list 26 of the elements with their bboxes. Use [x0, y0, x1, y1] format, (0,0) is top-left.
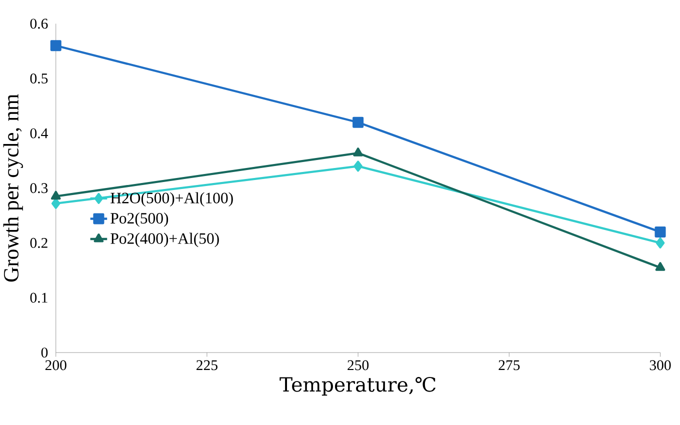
y-tick-label: 0.6	[30, 18, 48, 29]
point	[50, 40, 62, 52]
y-tick-label: 0.1	[30, 292, 48, 303]
point	[655, 262, 666, 272]
point	[352, 117, 364, 128]
point	[50, 191, 61, 200]
y-tick-label: 0	[41, 348, 48, 358]
x-tick-label: 200	[45, 360, 66, 370]
legend-label: H2O(500)+Al(100)	[110, 192, 233, 207]
point	[354, 160, 362, 172]
x-tick-label: 225	[196, 360, 218, 370]
y-tick-label: 0.5	[30, 74, 48, 84]
point	[353, 148, 363, 157]
point	[51, 198, 60, 210]
legend-label: Po2(400)+Al(50)	[110, 232, 219, 248]
x-tick-label: 250	[348, 360, 369, 370]
point	[656, 238, 665, 249]
y-tick-label: 0.3	[30, 183, 48, 194]
x-tick-label: 275	[498, 360, 520, 370]
y-axis-title: Growth per cycle, nm	[3, 94, 23, 282]
y-tick-label: 0.2	[30, 238, 48, 248]
legend-label: Po2(500)	[110, 212, 168, 227]
x-axis-title: Temperature,℃	[280, 377, 436, 396]
point	[654, 226, 666, 238]
x-tick-label: 300	[650, 360, 671, 370]
y-tick-label: 0.4	[30, 128, 48, 139]
